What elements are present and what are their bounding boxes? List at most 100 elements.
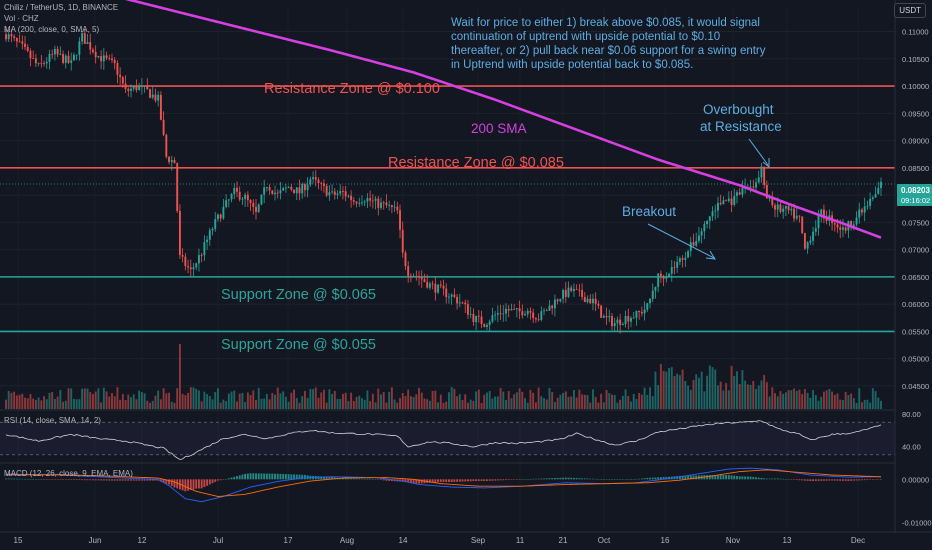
resistance-085-label: Resistance Zone @ $0.085: [388, 155, 564, 171]
macd-histogram-bar: [284, 474, 287, 480]
volume-bar: [143, 393, 146, 409]
volume-bar: [67, 388, 70, 409]
candle-body: [274, 192, 276, 195]
volume-bar: [447, 392, 450, 409]
volume-bar: [638, 393, 641, 409]
macd-histogram-bar: [458, 479, 461, 482]
macd-histogram-bar: [594, 478, 597, 480]
volume-bar: [483, 394, 486, 409]
volume-bar: [513, 394, 516, 409]
rsi-tick-label: 80.00: [902, 410, 921, 419]
candle-body: [795, 215, 798, 219]
candle-body: [227, 199, 230, 201]
macd-histogram-bar: [461, 479, 464, 482]
macd-histogram-bar: [464, 479, 467, 482]
macd-histogram-bar: [168, 479, 170, 485]
candle-body: [526, 310, 529, 315]
candle-body: [420, 277, 423, 280]
overbought-label-1: Overbought: [703, 102, 774, 117]
volume-bar: [276, 387, 279, 409]
volume-bar: [371, 393, 374, 409]
volume-bar: [15, 395, 18, 409]
macd-histogram-bar: [556, 477, 559, 480]
candle-body: [782, 208, 785, 212]
macd-histogram-bar: [325, 476, 328, 480]
sma-200-line: [124, 0, 882, 239]
candle-body: [616, 319, 619, 324]
candle-body: [779, 204, 782, 212]
volume-bar: [113, 396, 116, 409]
candle-body: [532, 312, 535, 319]
volume-bar: [236, 401, 238, 409]
candle-body: [217, 214, 219, 220]
macd-histogram-bar: [249, 473, 252, 480]
volume-bar: [518, 388, 521, 409]
macd-histogram-bar: [635, 479, 638, 480]
candle-body: [450, 294, 453, 297]
macd-histogram-bar: [151, 479, 154, 481]
candle-body: [717, 202, 719, 211]
volume-bar: [714, 369, 717, 409]
candle-body: [551, 305, 554, 309]
macd-histogram-bar: [59, 479, 62, 480]
volume-bar: [298, 402, 301, 409]
macd-histogram-bar: [537, 478, 540, 480]
price-tick-label: 0.10500: [902, 55, 929, 64]
macd-histogram-bar: [350, 478, 353, 480]
candle-body: [252, 203, 255, 207]
macd-histogram-bar: [244, 473, 247, 480]
candle-body: [812, 231, 815, 241]
candle-body: [817, 215, 820, 229]
volume-bar: [817, 400, 820, 409]
candle-body: [719, 202, 722, 205]
candle-body: [238, 191, 241, 200]
volume-bar: [649, 387, 651, 409]
macd-histogram-bar: [192, 479, 195, 490]
volume-bar: [322, 389, 325, 409]
macd-histogram-bar: [377, 479, 380, 480]
breakout-arrow-head: [705, 250, 716, 260]
candle-body: [43, 63, 45, 64]
macd-histogram-bar: [486, 479, 488, 481]
candle-body: [13, 36, 16, 38]
macd-histogram-bar: [415, 479, 418, 484]
volume-bar: [233, 390, 236, 409]
candle-body: [472, 313, 475, 323]
candle-body: [53, 49, 56, 55]
currency-unit-button[interactable]: USDT: [894, 3, 926, 18]
volume-bar: [540, 396, 543, 409]
volume-bar: [396, 402, 399, 409]
volume-bar: [733, 375, 736, 409]
volume-bar: [301, 396, 304, 409]
macd-histogram-bar: [616, 479, 619, 480]
date-tick-label: 21: [559, 536, 568, 545]
volume-bar: [852, 398, 855, 409]
volume-bar: [583, 394, 586, 409]
volume-bar: [312, 389, 315, 409]
candle-body: [290, 186, 293, 190]
symbol-title: Chiliz / TetherUS, 1D, BINANCE: [4, 3, 119, 12]
candle-body: [869, 198, 872, 206]
macd-histogram-bar: [97, 479, 100, 481]
macd-histogram-bar: [499, 479, 502, 481]
macd-histogram-bar: [211, 479, 214, 484]
sma-200-label: 200 SMA: [471, 121, 527, 136]
candle-body: [442, 285, 445, 289]
candle-body: [187, 266, 190, 268]
macd-histogram-bar: [649, 477, 651, 480]
macd-histogram-bar: [217, 479, 219, 481]
volume-bar: [559, 394, 562, 409]
volume-bar: [605, 389, 608, 409]
macd-histogram-bar: [222, 479, 225, 480]
volume-bar: [105, 391, 108, 409]
macd-histogram-bar: [687, 475, 690, 480]
macd-histogram-bar: [154, 479, 157, 481]
candle-body: [651, 290, 654, 299]
candle-body: [801, 216, 804, 233]
macd-histogram-bar: [282, 473, 285, 480]
macd-histogram-bar: [774, 478, 776, 480]
volume-bar: [130, 397, 132, 409]
macd-histogram-bar: [839, 479, 842, 481]
volume-bar: [548, 387, 551, 409]
